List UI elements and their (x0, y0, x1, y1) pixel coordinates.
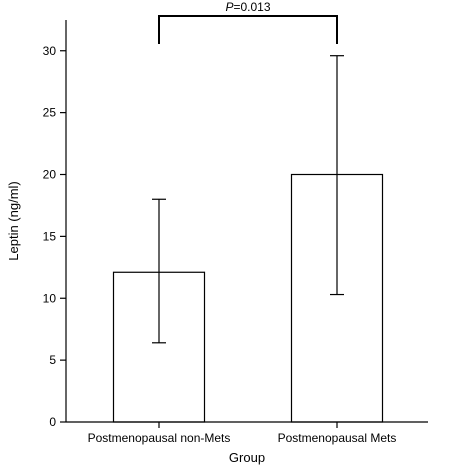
bars-group (112, 173, 384, 423)
y-tick-label: 5 (49, 353, 56, 367)
y-tick-label: 0 (49, 415, 56, 429)
y-tick-label: 25 (43, 106, 57, 120)
y-tick-label: 15 (43, 229, 57, 243)
x-tick-label: Postmenopausal non-Mets (88, 431, 231, 445)
x-axis-ticks: Postmenopausal non-Mets Postmenopausal Me… (88, 422, 397, 445)
significance-bracket (158, 15, 338, 44)
p-letter: P (225, 0, 233, 14)
p-value-label: P=0.013 (225, 0, 270, 14)
error-bars-group (152, 55, 344, 344)
y-axis-ticks: 0 5 10 15 20 25 30 (43, 44, 66, 429)
x-axis-title: Group (229, 450, 265, 465)
y-axis-title: Leptin (ng/ml) (6, 181, 21, 260)
y-tick-label: 20 (43, 168, 57, 182)
y-tick-label: 10 (43, 291, 57, 305)
p-value: =0.013 (233, 0, 270, 14)
y-tick-label: 30 (43, 44, 57, 58)
x-tick-label: Postmenopausal Mets (278, 431, 397, 445)
